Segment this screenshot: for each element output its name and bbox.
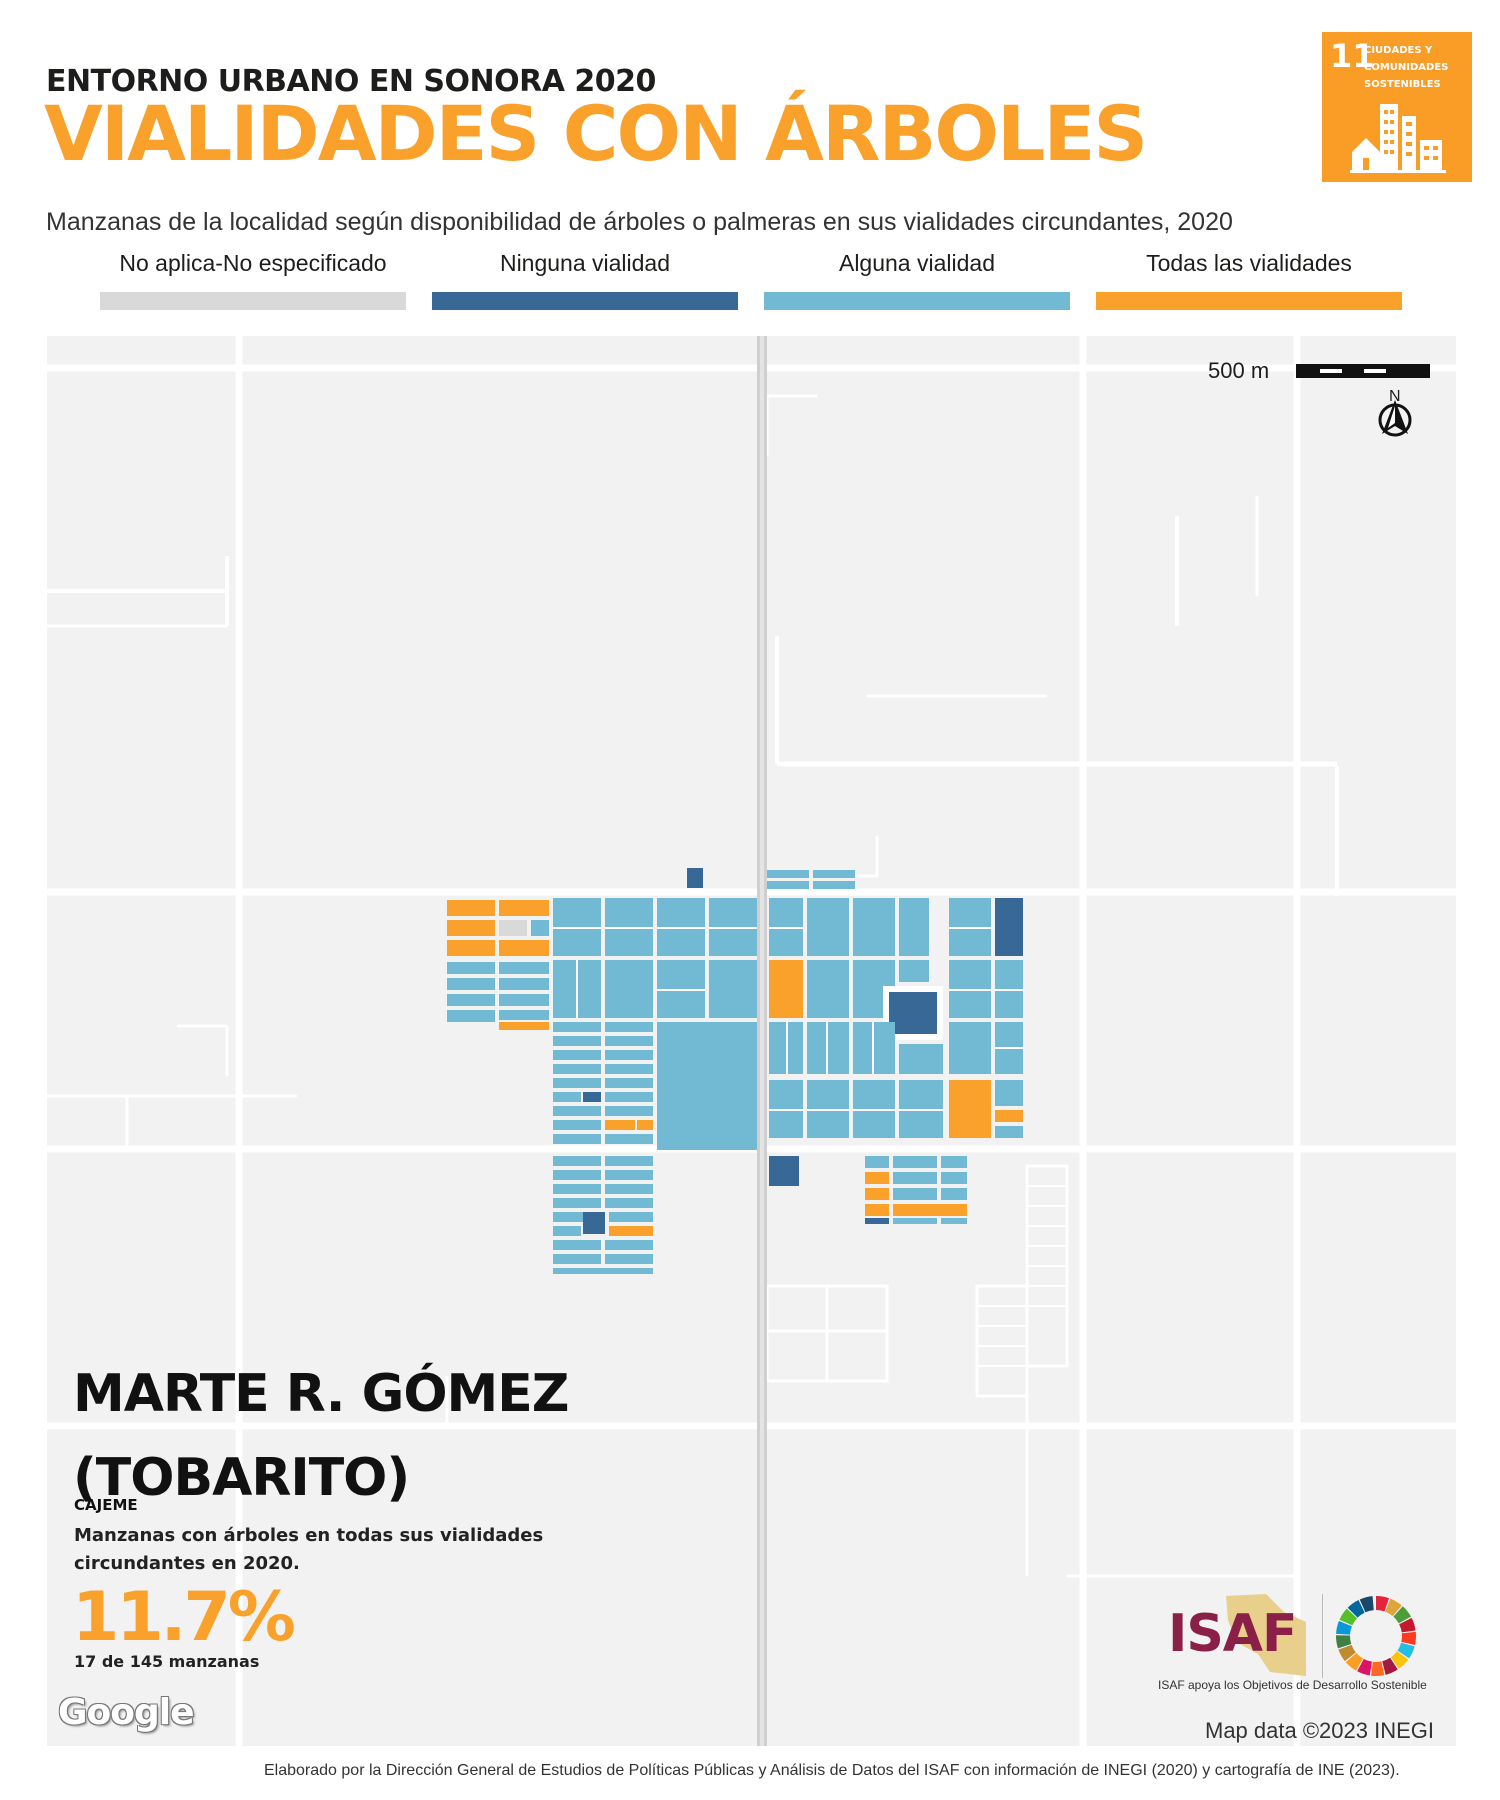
isaf-logo: ISAF (1168, 1604, 1298, 1664)
page-title: VIALIDADES CON ÁRBOLES (44, 89, 1148, 178)
legend-swatch (764, 292, 1070, 310)
scale-label: 500 m (1208, 358, 1270, 383)
legend-label: Ninguna vialidad (499, 250, 671, 276)
legend-label: No aplica-No especificado (119, 250, 387, 276)
map[interactable] (47, 336, 1456, 1746)
legend-item-no-aplica: No aplica-No especificado (100, 250, 406, 310)
sdg-wheel-icon (1336, 1596, 1416, 1676)
sdg-11-badge: 11 CIUDADES Y COMUNIDADES SOSTENIBLES (1322, 32, 1472, 182)
sdg-number: 11 (1330, 37, 1375, 75)
google-logo: Google (58, 1692, 195, 1733)
supertitle: ENTORNO URBANO EN SONORA 2020 (46, 64, 656, 99)
locality-name: MARTE R. GÓMEZ (TOBARITO) (73, 1364, 570, 1508)
legend-label: Todas las vialidades (1146, 250, 1352, 276)
legend-item-ninguna: Ninguna vialidad (432, 250, 738, 310)
stat-percentage: 11.7% (72, 1578, 296, 1657)
town-blocks (447, 868, 1023, 1274)
sdg-label: CIUDADES Y COMUNIDADES SOSTENIBLES (1364, 45, 1449, 90)
isaf-tagline: ISAF apoya los Objetivos de Desarrollo S… (1158, 1678, 1427, 1692)
subtitle: Manzanas de la localidad según disponibi… (46, 208, 1233, 236)
north-label: N (1389, 388, 1401, 405)
footer-credit: Elaborado por la Dirección General de Es… (264, 1762, 1400, 1779)
north-arrow-icon (1378, 400, 1412, 437)
stat-caption: Manzanas con árboles en todas sus vialid… (74, 1525, 544, 1574)
legend-label: Alguna vialidad (838, 250, 995, 276)
legend-swatch (100, 292, 406, 310)
road-network (47, 336, 1456, 1746)
sonora-map-icon (1226, 1594, 1306, 1676)
scale-bar (1296, 364, 1430, 378)
legend-swatch (432, 292, 738, 310)
map-canvas[interactable] (47, 336, 1456, 1746)
legend-item-alguna: Alguna vialidad (764, 250, 1070, 310)
municipality-name: CAJEME (74, 1496, 138, 1514)
stat-count: 17 de 145 manzanas (74, 1652, 260, 1671)
legend-swatch (1096, 292, 1402, 310)
map-data-credit: Map data ©2023 INEGI (1205, 1718, 1435, 1743)
city-buildings-icon (1350, 104, 1446, 173)
logo-divider (1322, 1594, 1323, 1678)
legend-item-todas: Todas las vialidades (1096, 250, 1402, 310)
